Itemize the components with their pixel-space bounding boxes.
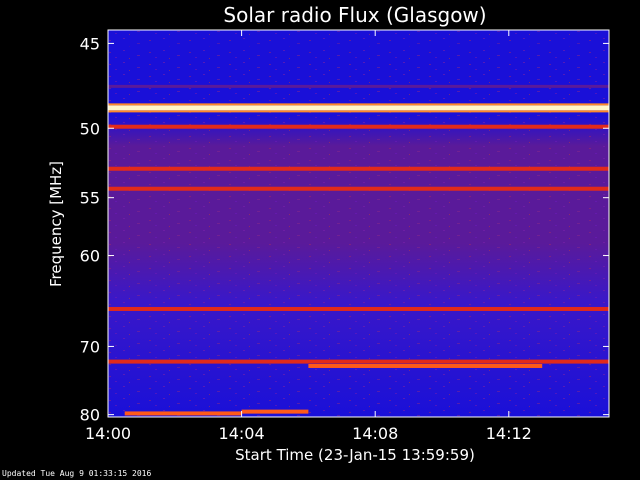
x-tick-label: 14:00: [85, 424, 131, 443]
plot-frame: [107, 29, 610, 418]
y-tick-label: 45: [80, 34, 100, 53]
y-tick-label: 50: [80, 119, 100, 138]
updated-timestamp: Updated Tue Aug 9 01:33:15 2016: [2, 469, 152, 478]
y-axis-ticks: 45 50 55 60 70 80: [80, 34, 609, 425]
y-tick-label: 60: [80, 247, 100, 266]
burst-segment-1: [241, 409, 309, 414]
frequency-band-2: [108, 105, 609, 111]
x-axis-label: Start Time (23-Jan-15 13:59:59): [235, 446, 475, 464]
x-tick-label: 14:08: [352, 424, 398, 443]
chart-title: Solar radio Flux (Glasgow): [223, 3, 486, 27]
frequency-band-0: [108, 43, 609, 47]
frequency-band-1: [108, 84, 609, 88]
plot-area: [107, 29, 610, 418]
frequency-band-6: [108, 306, 609, 311]
frequency-band-glow: [108, 110, 609, 113]
x-tick-label: 14:04: [219, 424, 265, 443]
frequency-band-5: [108, 186, 609, 191]
y-tick-label: 70: [80, 337, 100, 356]
x-axis-ticks: 14:00 14:04 14:08 14:12: [85, 30, 532, 443]
frequency-band-4: [108, 166, 609, 171]
frequency-band-3: [108, 124, 609, 129]
frequency-band-glow: [108, 103, 609, 106]
frequency-band-7: [108, 359, 609, 364]
spectrogram-noise: [108, 30, 609, 417]
y-tick-label: 55: [80, 189, 100, 208]
y-axis-label: Frequency [MHz]: [47, 161, 65, 287]
burst-segment-0: [124, 411, 242, 416]
burst-segment-2: [308, 363, 543, 368]
y-tick-label: 80: [80, 406, 100, 425]
x-tick-label: 14:12: [486, 424, 532, 443]
